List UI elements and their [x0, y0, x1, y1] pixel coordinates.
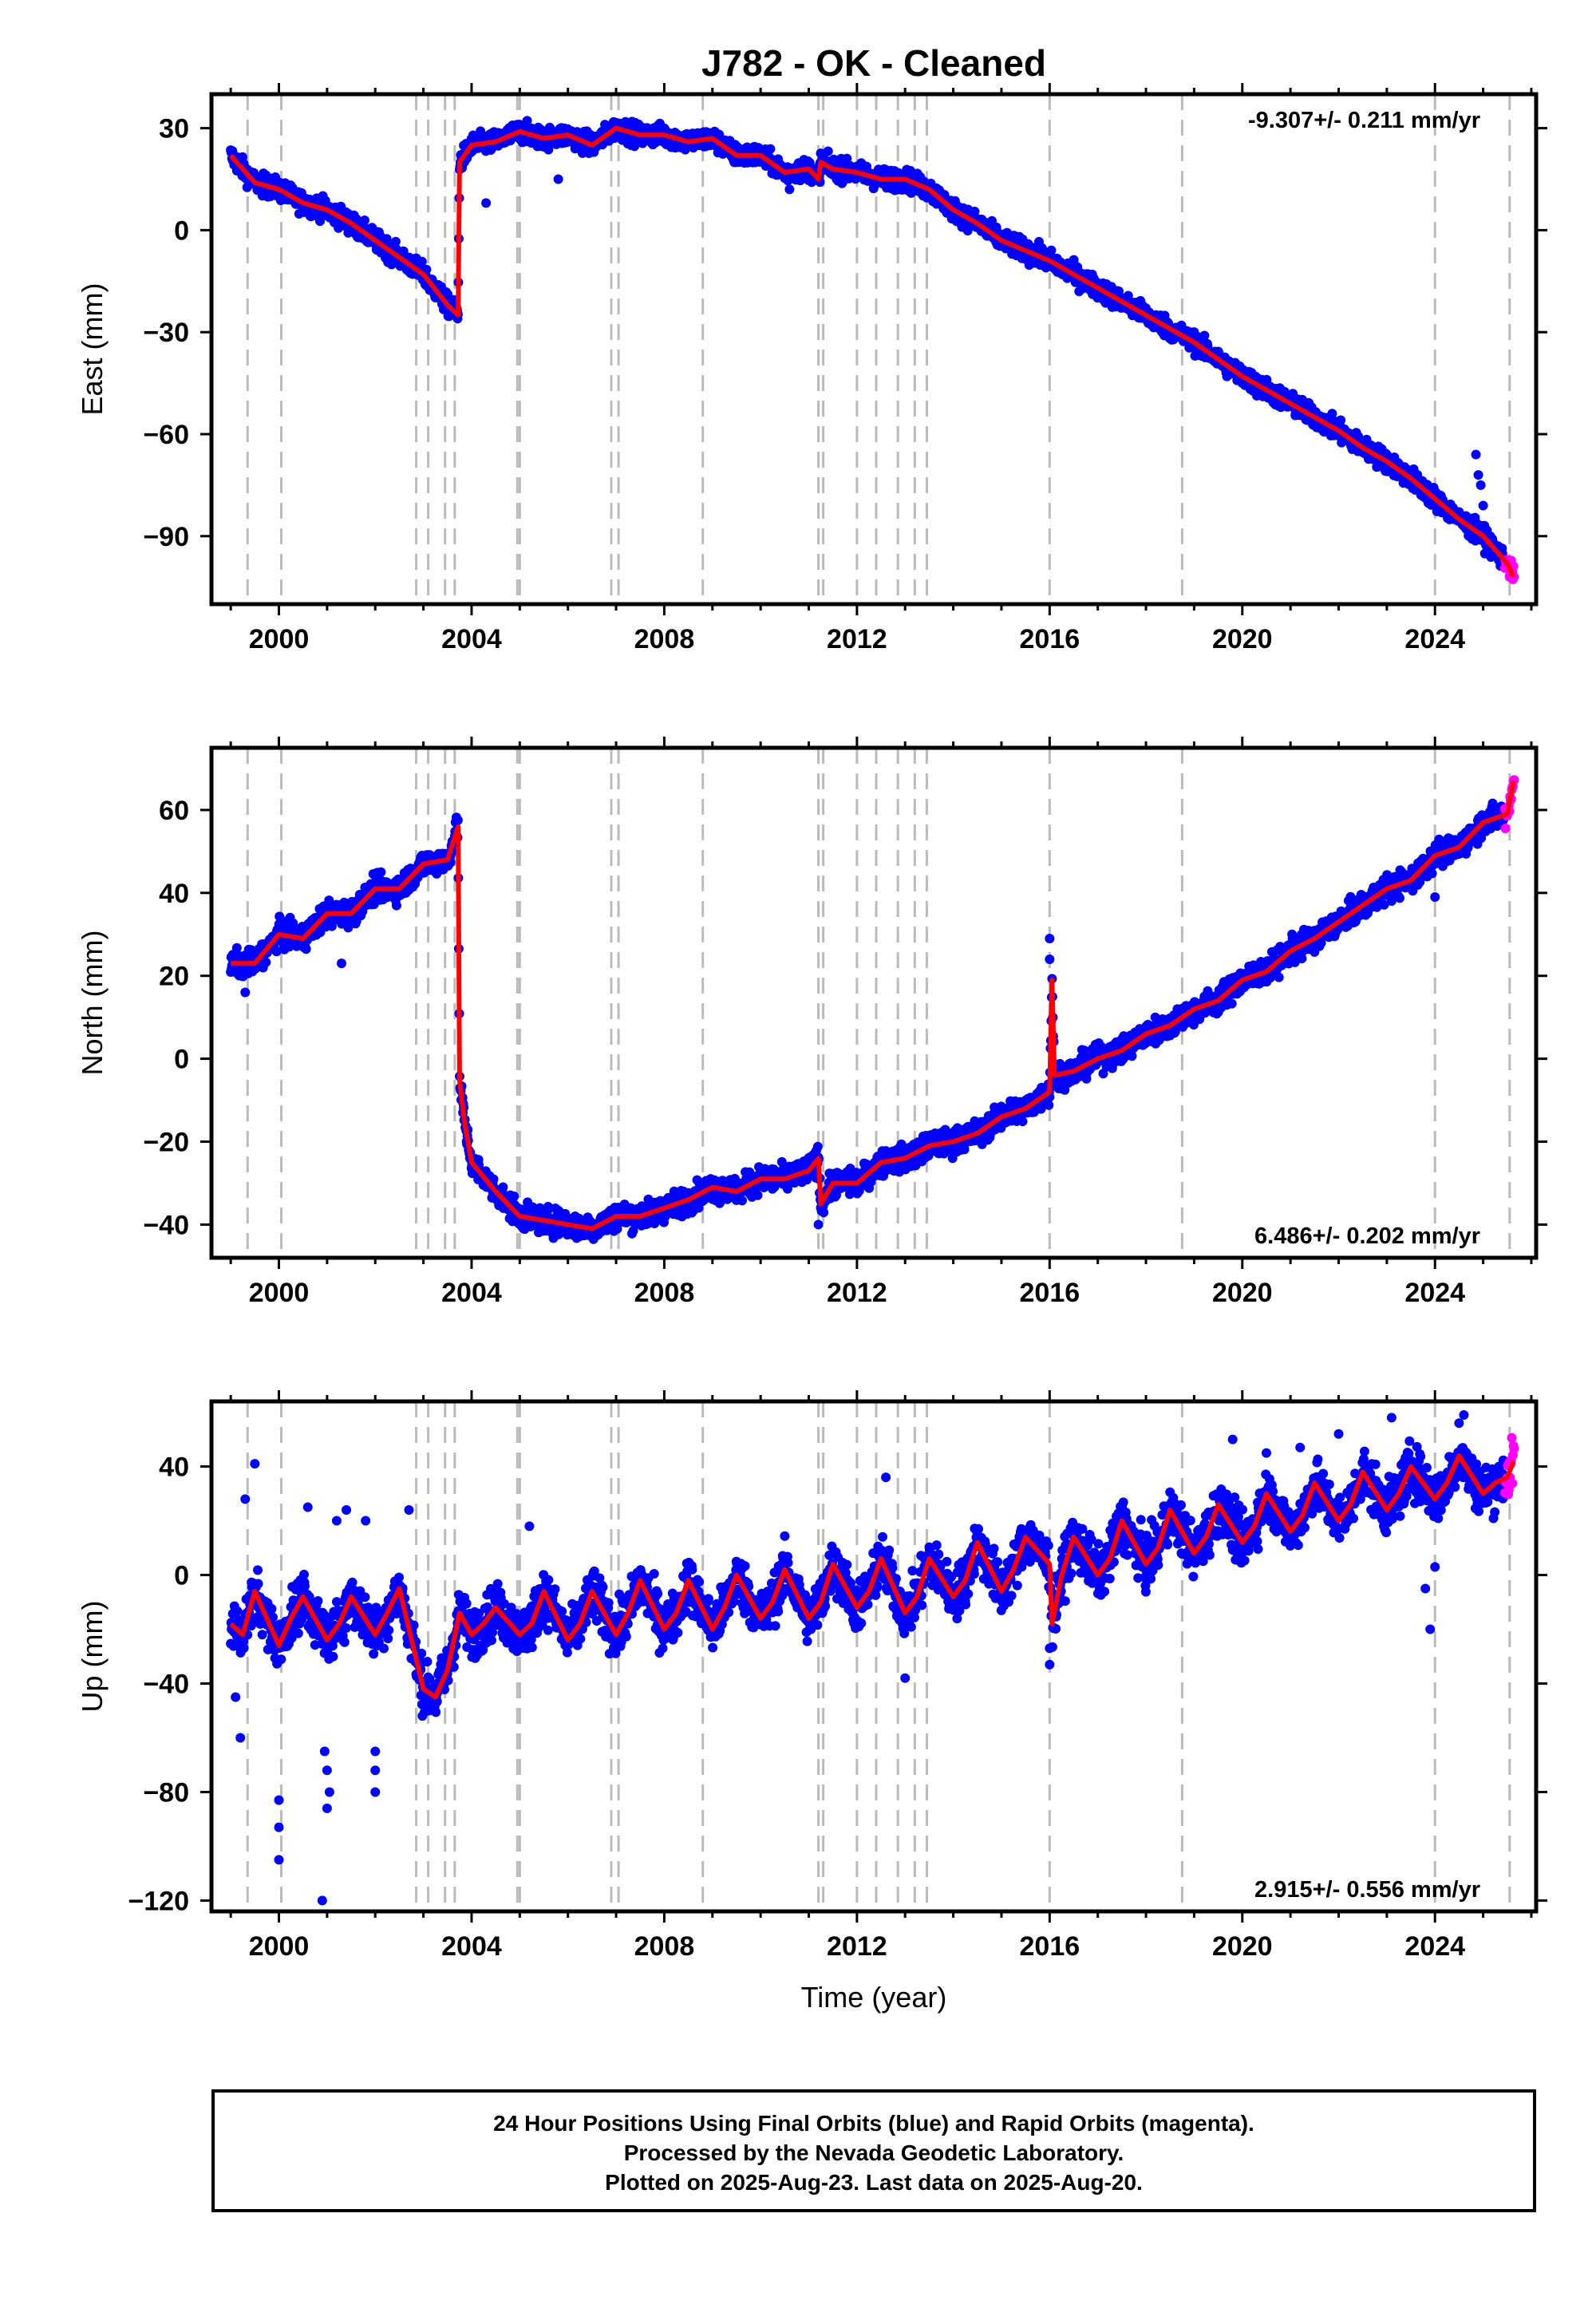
data-point: [301, 944, 311, 954]
data-point: [488, 1174, 499, 1184]
data-point: [737, 1196, 747, 1206]
outlier-point: [784, 184, 795, 195]
data-point: [970, 207, 980, 216]
data-point: [376, 867, 386, 877]
data-point: [522, 116, 532, 126]
y-tick-label: −60: [143, 420, 189, 450]
data-point: [417, 256, 427, 267]
plot-frame: [209, 92, 1539, 607]
panel-2: 2000 2004 2008 2012 2016 2020 20246040200−20−4…: [76, 737, 1547, 1308]
data-point: [819, 1207, 829, 1218]
data-point: [854, 1186, 864, 1196]
final-orbit-points: [226, 798, 1510, 1244]
data-point: [753, 1190, 763, 1200]
data-point: [1199, 330, 1210, 341]
plot-area: [226, 748, 1519, 1258]
data-point: [509, 1192, 519, 1201]
data-point: [343, 923, 354, 933]
data-point: [498, 1182, 508, 1192]
outlier-point: [1476, 480, 1486, 490]
data-point: [231, 943, 242, 953]
panels: 2000 2004 2008 2012 2016 2020 2024 30 0 −30 −60 −90…: [76, 83, 1547, 1962]
data-point: [776, 1156, 787, 1167]
data-point: [381, 234, 392, 244]
outlier-point: [553, 174, 563, 184]
data-point: [765, 144, 776, 154]
data-point: [1123, 290, 1133, 301]
data-point: [612, 1223, 622, 1234]
plot-area: [226, 94, 1519, 604]
outlier-point: [481, 198, 492, 208]
y-tick-label: 0: [174, 215, 189, 246]
panel-1: 2000 2004 2008 2012 2016 2020 2024 30 0 −30 −60 −90…: [76, 83, 1547, 654]
rate-label: -9.307+/- 0.211 mm/yr: [1248, 108, 1480, 133]
outlier-point: [1478, 500, 1488, 511]
data-point: [543, 1202, 553, 1211]
final-orbit-points: [226, 116, 1510, 571]
chart-title: J782 - OK - Cleaned: [701, 42, 1046, 84]
y-axis-title: East (mm): [76, 283, 109, 416]
x-tick-label: 2012: [827, 624, 887, 654]
data-point: [1336, 415, 1346, 425]
x-tick-label: 2016: [1020, 624, 1080, 654]
data-point: [812, 1141, 823, 1152]
data-point: [271, 947, 282, 957]
y-tick-label: −30: [143, 318, 189, 348]
x-tick-label: 2008: [634, 624, 695, 654]
outlier-point: [1473, 470, 1483, 480]
outlier-point: [1471, 449, 1481, 460]
y-tick-label: 30: [159, 114, 189, 144]
x-tick-label: 2000: [249, 624, 310, 654]
data-point: [391, 900, 401, 911]
model-line: [228, 125, 1516, 579]
data-point: [1327, 409, 1337, 419]
data-point: [1046, 245, 1057, 255]
data-point: [823, 146, 833, 156]
x-tick-label: 2004: [441, 624, 502, 654]
x-tick-label: 2020: [1212, 624, 1273, 654]
data-point: [359, 215, 369, 225]
data-point: [390, 236, 401, 247]
y-tick-label: −90: [143, 522, 189, 552]
data-point: [261, 957, 271, 967]
data-point: [452, 815, 463, 825]
x-tick-label: 2024: [1404, 624, 1465, 654]
